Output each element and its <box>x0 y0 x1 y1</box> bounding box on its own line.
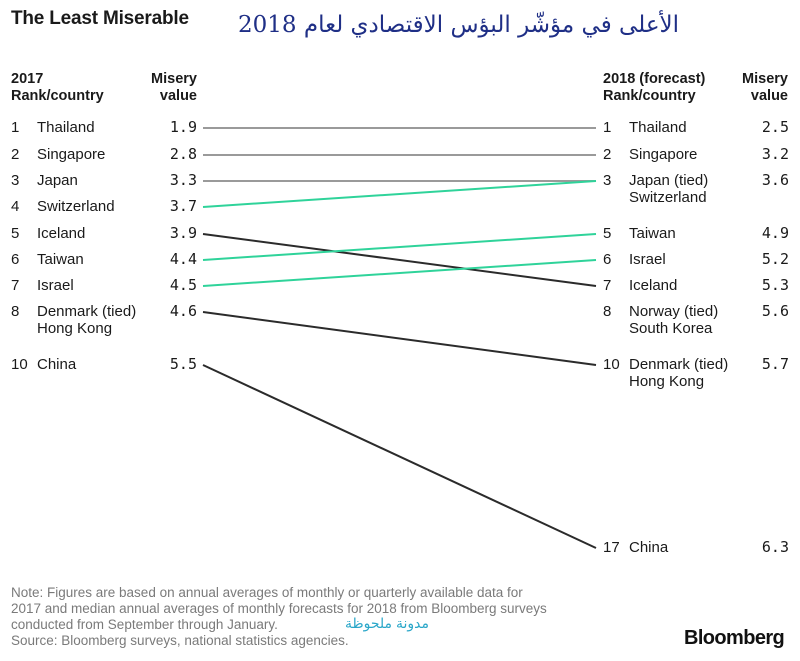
right-rank: 2 <box>603 146 612 163</box>
left-misery-value: 3.7 <box>169 197 197 215</box>
left-rank-header: 2017 Rank/country <box>11 71 104 105</box>
right-misery-value: 3.6 <box>761 171 789 189</box>
right-misery-value: 4.9 <box>761 224 789 242</box>
right-country-label: China <box>629 539 669 556</box>
slope-line-worsened <box>202 364 597 549</box>
left-misery-value: 4.6 <box>169 302 197 320</box>
right-country-label: Israel <box>629 251 666 268</box>
right-rank-header-line1: 2018 (forecast) <box>603 71 706 87</box>
right-rank-header: 2018 (forecast) Rank/country <box>603 71 705 105</box>
left-rank-header-line2: Rank/country <box>11 88 104 104</box>
right-rank: 6 <box>603 251 612 268</box>
right-country-label: Norway (tied) <box>629 303 719 320</box>
right-value-header-line1: Misery <box>742 71 788 87</box>
right-value-header: Misery value <box>730 71 788 105</box>
right-country-label: Hong Kong <box>629 373 705 390</box>
right-misery-value: 5.2 <box>761 250 789 268</box>
chart-title: The Least Miserable <box>11 8 189 29</box>
left-value-header-line1: Misery <box>151 71 197 87</box>
left-rank: 10 <box>11 356 28 373</box>
left-value-header: Misery value <box>140 71 197 105</box>
left-country-label: Switzerland <box>37 198 115 215</box>
footnote-line: conducted from September through January… <box>11 617 278 632</box>
left-misery-value: 4.5 <box>169 276 197 294</box>
footnote-line: Note: Figures are based on annual averag… <box>11 585 523 600</box>
right-country-label: Japan (tied) <box>629 172 709 189</box>
right-value-header-line2: value <box>750 88 788 104</box>
left-misery-value: 4.4 <box>169 250 197 268</box>
left-misery-value: 1.9 <box>169 118 197 136</box>
right-rank: 8 <box>603 303 612 320</box>
right-rank: 10 <box>603 356 620 373</box>
left-country-label: Denmark (tied) <box>37 303 137 320</box>
right-rank: 7 <box>603 277 612 294</box>
left-country-label: Iceland <box>37 225 86 242</box>
left-misery-value: 2.8 <box>169 145 197 163</box>
left-country-label: Hong Kong <box>37 320 113 337</box>
right-country-label: Switzerland <box>629 189 707 206</box>
left-value-header-line2: value <box>159 88 197 104</box>
left-country-label: Singapore <box>37 146 106 163</box>
right-rank: 1 <box>603 119 612 136</box>
left-rank: 3 <box>11 172 20 189</box>
slope-line-improved <box>202 180 597 208</box>
left-rank: 2 <box>11 146 20 163</box>
left-misery-value: 3.3 <box>169 171 197 189</box>
right-misery-value: 3.2 <box>761 145 789 163</box>
watermark-text: مدونة ملحوظة <box>345 615 429 631</box>
right-misery-value: 5.3 <box>761 276 789 294</box>
slope-line-improved <box>202 233 597 261</box>
left-rank: 8 <box>11 303 20 320</box>
left-misery-value: 5.5 <box>169 355 197 373</box>
left-rank: 5 <box>11 225 20 242</box>
slope-line-worsened <box>202 233 597 287</box>
source-line: Source: Bloomberg surveys, national stat… <box>11 633 349 648</box>
right-misery-value: 2.5 <box>761 118 789 136</box>
right-misery-value: 6.3 <box>761 538 789 556</box>
left-rank: 6 <box>11 251 20 268</box>
left-rank: 4 <box>11 198 20 215</box>
right-country-label: Iceland <box>629 277 678 294</box>
right-rank: 3 <box>603 172 612 189</box>
right-rank-header-line2: Rank/country <box>603 88 696 104</box>
right-country-label: Singapore <box>629 146 698 163</box>
right-country-label: South Korea <box>629 320 713 337</box>
arabic-title: الأعلى في مؤشّر البؤس الاقتصادي لعام 201… <box>238 12 680 38</box>
left-misery-value: 3.9 <box>169 224 197 242</box>
left-rank: 7 <box>11 277 20 294</box>
footnote: Note: Figures are based on annual averag… <box>11 585 651 649</box>
left-country-label: Israel <box>37 277 74 294</box>
left-country-label: Thailand <box>37 119 95 136</box>
right-country-label: Denmark (tied) <box>629 356 729 373</box>
right-misery-value: 5.7 <box>761 355 789 373</box>
left-country-label: China <box>37 356 77 373</box>
right-misery-value: 5.6 <box>761 302 789 320</box>
right-rank: 5 <box>603 225 612 242</box>
left-country-label: Taiwan <box>37 251 84 268</box>
slope-line-improved <box>202 259 597 287</box>
slope-line-worsened <box>202 311 597 366</box>
bloomberg-logo: Bloomberg <box>684 627 785 649</box>
right-rank: 17 <box>603 539 620 556</box>
footnote-line: 2017 and median annual averages of month… <box>11 601 547 616</box>
right-country-label: Thailand <box>629 119 687 136</box>
left-country-label: Japan <box>37 172 78 189</box>
right-country-label: Taiwan <box>629 225 676 242</box>
left-rank-header-line1: 2017 <box>11 71 44 87</box>
left-rank: 1 <box>11 119 20 136</box>
